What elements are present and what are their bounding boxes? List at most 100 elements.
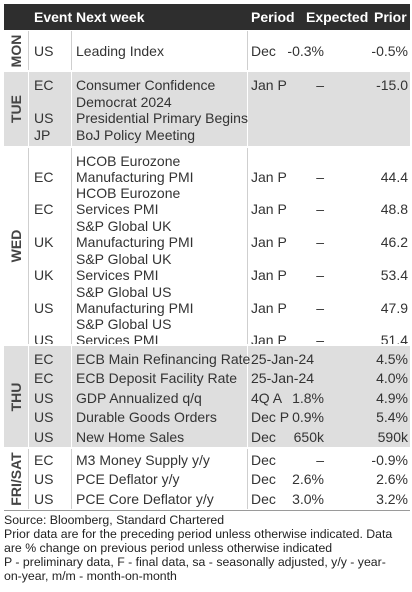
expected-cell: – (316, 234, 324, 250)
expected-cell: 0.9% (292, 409, 324, 425)
expected-cell: – (316, 169, 324, 185)
period-cell: Dec (251, 491, 276, 507)
country-cell: US (34, 110, 54, 126)
event-cell: Consumer Confidence (76, 77, 216, 93)
event-cell: New Home Sales (76, 429, 185, 445)
prior-cell: 5.4% (376, 409, 408, 425)
header-event: Event Next week (34, 9, 145, 25)
event-cell: HCOB Eurozone (76, 185, 181, 201)
expected-cell: 3.0% (292, 491, 324, 507)
day-label: TUE (4, 72, 28, 146)
footnote-line: P - preliminary data, F - final data, sa… (4, 555, 386, 569)
period-cell: 25-Jan-24 (251, 370, 315, 386)
header-expected: Expected (306, 9, 369, 25)
group-separator (4, 447, 410, 449)
column-divider (247, 72, 248, 146)
country-cell: US (34, 390, 54, 406)
period-cell: Dec (251, 452, 276, 468)
event-cell: S&P Global US (76, 284, 172, 300)
period-cell: Jan P (251, 267, 287, 283)
day-label: WED (4, 148, 28, 344)
event-cell: Democrat 2024 (76, 94, 172, 110)
country-cell: EC (34, 452, 54, 468)
event-cell: Manufacturing PMI (76, 300, 194, 316)
expected-cell: -0.3% (287, 43, 324, 59)
event-cell: Leading Index (76, 43, 164, 59)
prior-cell: -0.9% (371, 452, 408, 468)
event-cell: Manufacturing PMI (76, 169, 194, 185)
prior-cell: 4.5% (376, 351, 408, 367)
event-cell: Durable Goods Orders (76, 409, 217, 425)
expected-cell: – (316, 201, 324, 217)
column-divider (247, 449, 248, 509)
column-divider (247, 346, 248, 447)
column-divider (71, 346, 72, 447)
country-cell: EC (34, 351, 54, 367)
prior-cell: -0.5% (371, 43, 408, 59)
country-cell: EC (34, 169, 54, 185)
expected-cell: – (316, 267, 324, 283)
group-separator (4, 146, 410, 148)
event-cell: PCE Deflator y/y (76, 471, 180, 487)
period-cell: Dec (251, 471, 276, 487)
period-cell: Jan P (251, 201, 287, 217)
prior-cell: 53.4 (380, 267, 408, 283)
event-cell: HCOB Eurozone (76, 153, 181, 169)
event-cell: S&P Global US (76, 316, 172, 332)
country-cell: EC (34, 370, 54, 386)
period-cell: Dec P (251, 409, 290, 425)
prior-cell: 46.2 (380, 234, 408, 250)
column-divider (28, 449, 29, 509)
footnote-line: Source: Bloomberg, Standard Chartered (4, 513, 225, 527)
day-label: MON (4, 31, 28, 70)
column-divider (28, 31, 29, 70)
event-cell: ECB Main Refinancing Rate (76, 351, 251, 367)
expected-cell: – (316, 452, 324, 468)
column-divider (71, 72, 72, 146)
expected-cell: – (316, 77, 324, 93)
day-label-text: THU (8, 382, 24, 411)
day-label-text: MON (8, 34, 24, 67)
country-cell: EC (34, 77, 54, 93)
period-cell: Jan P (251, 300, 287, 316)
period-cell: Jan P (251, 77, 287, 93)
column-divider (247, 31, 248, 70)
prior-cell: 2.6% (376, 471, 408, 487)
day-label-text: WED (8, 229, 24, 263)
period-cell: 25-Jan-24 (251, 351, 315, 367)
prior-cell: 3.2% (376, 491, 408, 507)
country-cell: EC (34, 201, 54, 217)
column-divider (28, 148, 29, 344)
country-cell: US (34, 471, 54, 487)
expected-cell: 650k (293, 429, 324, 445)
country-cell: US (34, 491, 54, 507)
event-cell: Services PMI (76, 201, 159, 217)
country-cell: US (34, 409, 54, 425)
day-group: TUE EC Consumer Confidence Jan P – -15.0 US Dem… (4, 72, 410, 146)
event-cell: M3 Money Supply y/y (76, 452, 210, 468)
prior-cell: 4.0% (376, 370, 408, 386)
country-cell: UK (34, 267, 54, 283)
event-cell: PCE Core Deflator y/y (76, 491, 214, 507)
country-cell: US (34, 429, 54, 445)
footnote-line: Prior data are for the preceding period … (4, 527, 393, 541)
event-cell: S&P Global UK (76, 251, 172, 267)
day-group: MON US Leading Index Dec -0.3% -0.5% (4, 31, 410, 70)
group-separator (4, 344, 410, 346)
expected-cell: – (316, 300, 324, 316)
event-cell: BoJ Policy Meeting (76, 127, 196, 143)
country-cell: JP (34, 127, 51, 143)
country-cell: US (34, 43, 54, 59)
column-divider (247, 148, 248, 344)
group-separator (4, 510, 410, 511)
table-header: Event Next week Period Expected Prior (4, 4, 410, 30)
day-label-text: FRI/SAT (8, 452, 24, 506)
footnote-line: on-year, m/m - month-on-month (4, 569, 177, 583)
footnotes: Source: Bloomberg, Standard Chartered Pr… (4, 513, 410, 583)
event-cell: S&P Global UK (76, 218, 172, 234)
day-label: THU (4, 346, 28, 447)
period-cell: Dec (251, 429, 276, 445)
prior-cell: 48.8 (380, 201, 408, 217)
prior-cell: -15.0 (376, 77, 408, 93)
